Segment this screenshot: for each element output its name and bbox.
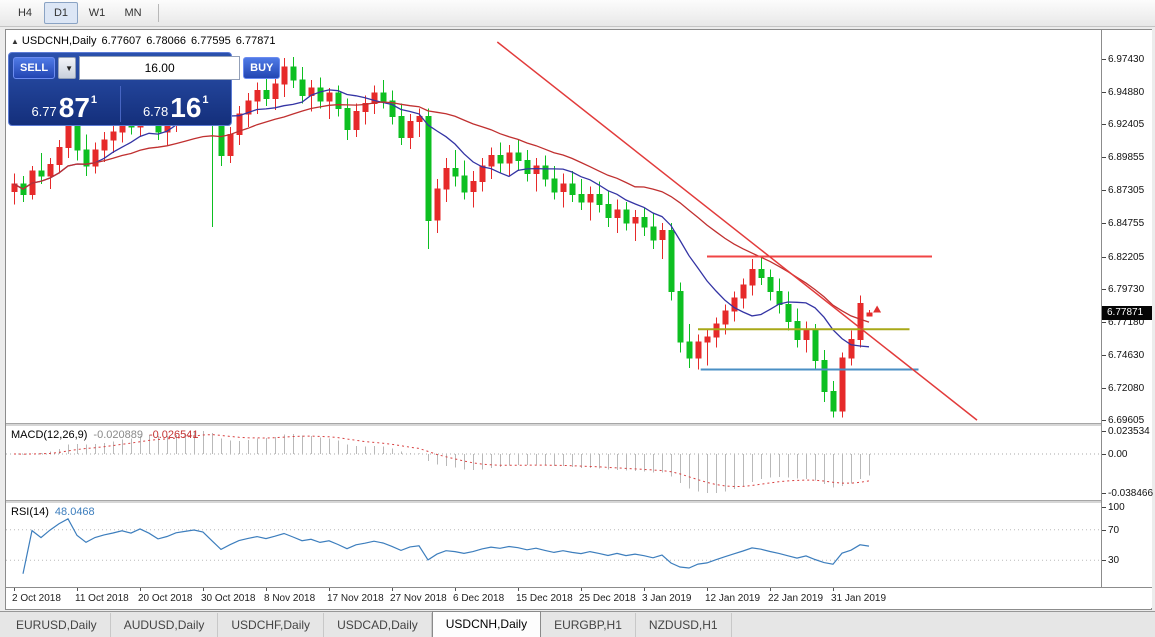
macd-panel-chart[interactable] [6, 426, 1101, 500]
ohlc-high: 6.78066 [146, 35, 187, 47]
time-scale-tick [266, 588, 267, 591]
time-scale-tick [644, 588, 645, 591]
buy-button[interactable]: BUY [243, 57, 281, 79]
time-scale-label: 20 Oct 2018 [138, 593, 193, 604]
time-scale-tick [581, 588, 582, 591]
rsi-scale-label: 100 [1102, 501, 1125, 513]
time-scale-tick [770, 588, 771, 591]
bid-price-base: 6.77 [31, 104, 57, 119]
macd-scale-label: -0.038466 [1102, 487, 1153, 499]
timeframe-button-w1[interactable]: W1 [88, 7, 106, 19]
timeframe-button-h4[interactable]: H4 [17, 7, 33, 19]
rsi-scale-label: 70 [1102, 524, 1119, 536]
rsi-panel-chart[interactable] [6, 503, 1101, 587]
price-scale-label: 6.79730 [1102, 283, 1144, 295]
time-scale-tick [833, 588, 834, 591]
macd-scale-label: 0.00 [1102, 448, 1127, 460]
ask-price-pips: 16 [170, 92, 202, 124]
chart-tab-eurusd-daily[interactable]: EURUSD,Daily [3, 613, 111, 637]
price-scale[interactable]: 6.97430 6.94880 6.92405 6.89855 6.87305 6.847… [1101, 30, 1153, 587]
rsi-scale-label: 30 [1102, 554, 1119, 566]
current-price-badge: 6.77871 [1102, 306, 1152, 320]
ask-price: 6.78 16 1 [121, 83, 232, 125]
macd-indicator-label: MACD(12,26,9) -0.020889 -0.026541 [11, 429, 199, 441]
panel-splitter[interactable] [6, 500, 1101, 503]
price-scale-label: 6.72080 [1102, 382, 1144, 394]
macd-signal-value: -0.026541 [148, 429, 199, 441]
time-scale-tick [14, 588, 15, 591]
chart-tab-audusd-daily[interactable]: AUDUSD,Daily [111, 613, 219, 637]
ohlc-open: 6.77607 [101, 35, 142, 47]
time-scale-label: 6 Dec 2018 [453, 593, 505, 604]
chart-tab-usdchf-daily[interactable]: USDCHF,Daily [218, 613, 325, 637]
price-scale-label: 6.69605 [1102, 414, 1144, 426]
time-scale-label: 3 Jan 2019 [642, 593, 692, 604]
price-scale-label: 6.89855 [1102, 151, 1144, 163]
timeframe-button-mn[interactable]: MN [124, 7, 142, 19]
timeframe-toolbar: H4 D1 W1 MN [0, 0, 1155, 27]
price-scale-label: 6.92405 [1102, 118, 1144, 130]
chart-tab-nzdusd-h1[interactable]: NZDUSD,H1 [636, 613, 732, 637]
time-scale-tick [518, 588, 519, 591]
time-scale-tick [203, 588, 204, 591]
bid-ask-divider [119, 86, 121, 122]
time-scale-label: 8 Nov 2018 [264, 593, 316, 604]
rsi-name: RSI(14) [11, 506, 49, 518]
time-scale-tick [329, 588, 330, 591]
chart-window: ▲ USDCNH,Daily 6.77607 6.78066 6.77595 6.7787… [5, 29, 1153, 610]
time-scale-tick [77, 588, 78, 591]
volume-input[interactable] [79, 56, 241, 80]
timeframe-button-d1[interactable]: D1 [44, 2, 78, 24]
price-scale-label: 6.82205 [1102, 251, 1144, 263]
macd-scale-label: 0.023534 [1102, 425, 1150, 437]
macd-name: MACD(12,26,9) [11, 429, 88, 441]
time-scale-label: 2 Oct 2018 [12, 593, 61, 604]
symbol-label: USDCNH,Daily [21, 35, 97, 47]
price-scale-label: 6.74630 [1102, 349, 1144, 361]
chart-ohlc-header: ▲ USDCNH,Daily 6.77607 6.78066 6.77595 6.7787… [11, 35, 281, 47]
time-scale-label: 12 Jan 2019 [705, 593, 761, 604]
chart-tab-usdcnh-daily[interactable]: USDCNH,Daily [431, 611, 542, 637]
bid-price-pips: 87 [58, 92, 90, 124]
chart-tab-usdcad-daily[interactable]: USDCAD,Daily [324, 613, 432, 637]
price-scale-label: 6.94880 [1102, 86, 1144, 98]
time-scale[interactable]: 2 Oct 2018 11 Oct 2018 20 Oct 2018 30 Oct 2… [6, 587, 1152, 608]
chart-tab-bar: EURUSD,Daily AUDUSD,Daily USDCHF,Daily USDC… [0, 611, 1155, 637]
macd-main-value: -0.020889 [93, 429, 143, 441]
volume-dropdown-button[interactable]: ▼ [58, 57, 77, 79]
price-scale-label: 6.84755 [1102, 217, 1144, 229]
chart-tab-eurgbp-h1[interactable]: EURGBP,H1 [541, 613, 636, 637]
sell-button[interactable]: SELL [13, 57, 56, 79]
toolbar-separator [158, 4, 159, 22]
time-scale-label: 15 Dec 2018 [516, 593, 573, 604]
bid-price-point: 1 [90, 94, 98, 106]
time-scale-tick [392, 588, 393, 591]
trade-panel-collapse-icon[interactable]: ▲ [11, 37, 19, 46]
rsi-value: 48.0468 [54, 506, 95, 518]
time-scale-tick [455, 588, 456, 591]
ohlc-close: 6.77871 [235, 35, 276, 47]
panel-splitter[interactable] [6, 423, 1101, 426]
price-scale-label: 6.97430 [1102, 53, 1144, 65]
ohlc-low: 6.77595 [191, 35, 231, 47]
time-scale-label: 31 Jan 2019 [831, 593, 887, 604]
time-scale-label: 25 Dec 2018 [579, 593, 636, 604]
ask-price-point: 1 [202, 94, 209, 106]
bid-price: 6.77 87 1 [9, 83, 120, 125]
time-scale-label: 11 Oct 2018 [75, 593, 129, 604]
price-scale-label: 6.87305 [1102, 184, 1144, 196]
one-click-trading-panel: SELL ▼ BUY 6.77 87 1 6.78 16 1 [8, 52, 281, 126]
time-scale-tick [707, 588, 708, 591]
time-scale-label: 30 Oct 2018 [201, 593, 256, 604]
price-scale-label: 6.77180 [1102, 316, 1144, 328]
ask-price-base: 6.78 [142, 104, 169, 119]
price-chart[interactable] [6, 30, 1101, 423]
rsi-indicator-label: RSI(14) 48.0468 [11, 506, 95, 518]
time-scale-tick [140, 588, 141, 591]
time-scale-label: 22 Jan 2019 [768, 593, 824, 604]
time-scale-label: 17 Nov 2018 [327, 593, 384, 604]
time-scale-label: 27 Nov 2018 [390, 593, 447, 604]
plot-area: ▲ USDCNH,Daily 6.77607 6.78066 6.77595 6.7787… [6, 30, 1101, 587]
